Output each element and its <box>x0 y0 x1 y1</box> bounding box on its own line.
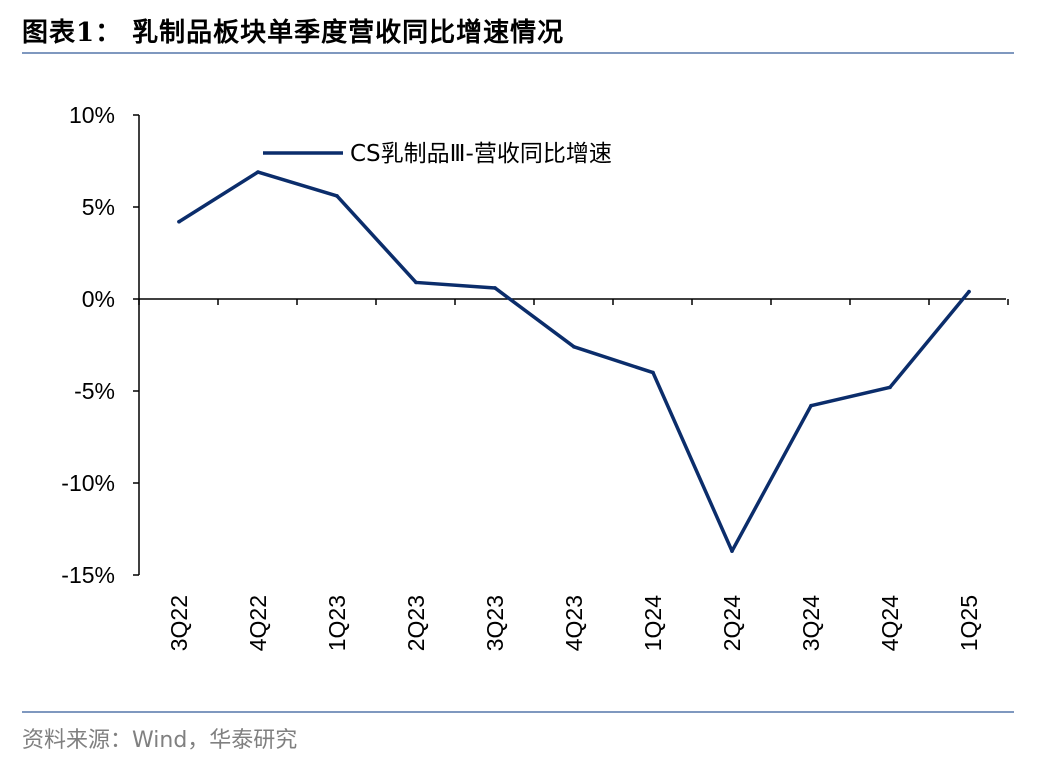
y-tick-labels: 10% 5% 0% -5% -10% -15% <box>61 102 115 588</box>
y-tick-label: -10% <box>61 470 115 496</box>
series-line <box>177 170 971 553</box>
data-point <box>177 219 181 224</box>
data-point <box>651 370 655 375</box>
y-tick-label: 5% <box>82 194 115 220</box>
legend: CS乳制品Ⅲ-营收同比增速 <box>263 141 612 167</box>
title-divider <box>22 52 1014 54</box>
x-tick-label: 4Q22 <box>245 595 271 651</box>
data-point <box>967 289 971 294</box>
x-tick-label: 2Q23 <box>403 595 429 651</box>
data-point <box>335 194 339 198</box>
x-tick-label: 3Q22 <box>166 595 192 651</box>
x-tick-label: 4Q23 <box>561 595 587 651</box>
series-layer <box>177 170 971 553</box>
y-tick-label: -15% <box>61 562 115 588</box>
x-tick-label: 2Q24 <box>719 595 745 651</box>
source-divider <box>22 711 1014 713</box>
x-tick-label: 4Q24 <box>877 595 903 651</box>
x-tick-label: 3Q23 <box>482 595 508 651</box>
x-tick-labels: 3Q22 4Q22 1Q23 2Q23 3Q23 4Q23 1Q24 2Q24 3Q24 4Q24… <box>166 595 982 651</box>
data-point <box>572 345 576 349</box>
x-tick-label: 1Q24 <box>640 595 666 651</box>
legend-label: CS乳制品Ⅲ-营收同比增速 <box>350 141 612 167</box>
x-tick-label: 1Q23 <box>324 595 350 651</box>
data-point <box>493 286 497 290</box>
source-note: 资料来源：Wind，华泰研究 <box>22 728 298 753</box>
x-tick-label: 1Q25 <box>956 595 982 651</box>
data-point <box>256 170 260 174</box>
data-point <box>888 385 892 390</box>
line-chart: 10% 5% 0% -5% -10% -15% 3Q22 4Q22 1Q23 2Q23 3Q23 4… <box>61 102 1009 651</box>
y-tick-label: 10% <box>69 102 115 128</box>
y-tick-label: -5% <box>74 378 115 404</box>
figure-title: 图表1： 乳制品板块单季度营收同比增速情况 <box>22 18 565 48</box>
data-point <box>730 549 734 553</box>
x-tick-label: 3Q24 <box>798 595 824 651</box>
y-tick-label: 0% <box>82 286 115 312</box>
data-point <box>414 280 418 285</box>
data-point <box>809 403 813 408</box>
chart-axes <box>133 114 1009 576</box>
